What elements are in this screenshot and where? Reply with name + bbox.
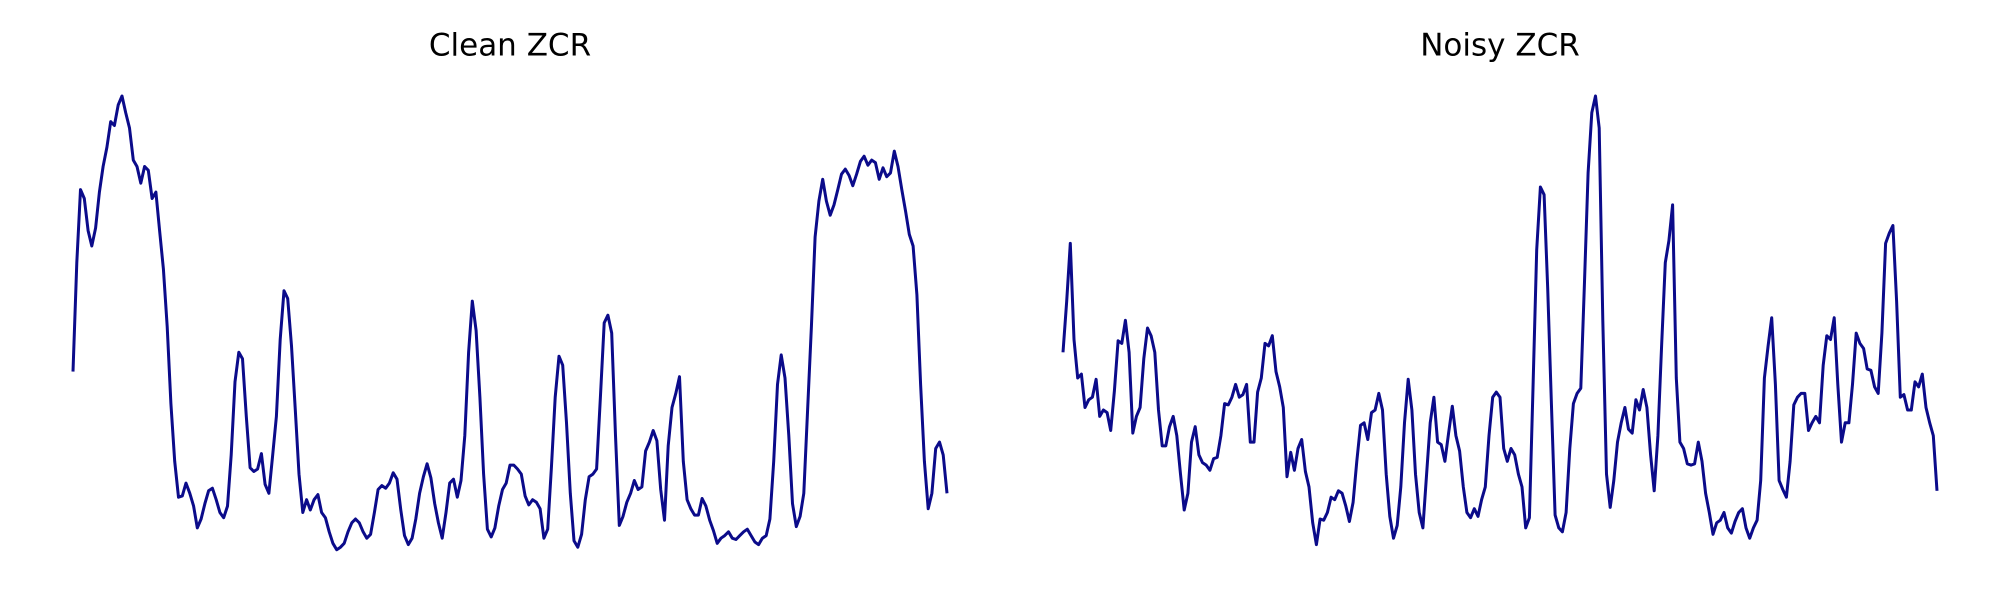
- chart-title: Noisy ZCR: [1420, 28, 1580, 64]
- chart-title: Clean ZCR: [429, 28, 591, 64]
- line: [1061, 94, 1939, 547]
- line: [71, 94, 949, 552]
